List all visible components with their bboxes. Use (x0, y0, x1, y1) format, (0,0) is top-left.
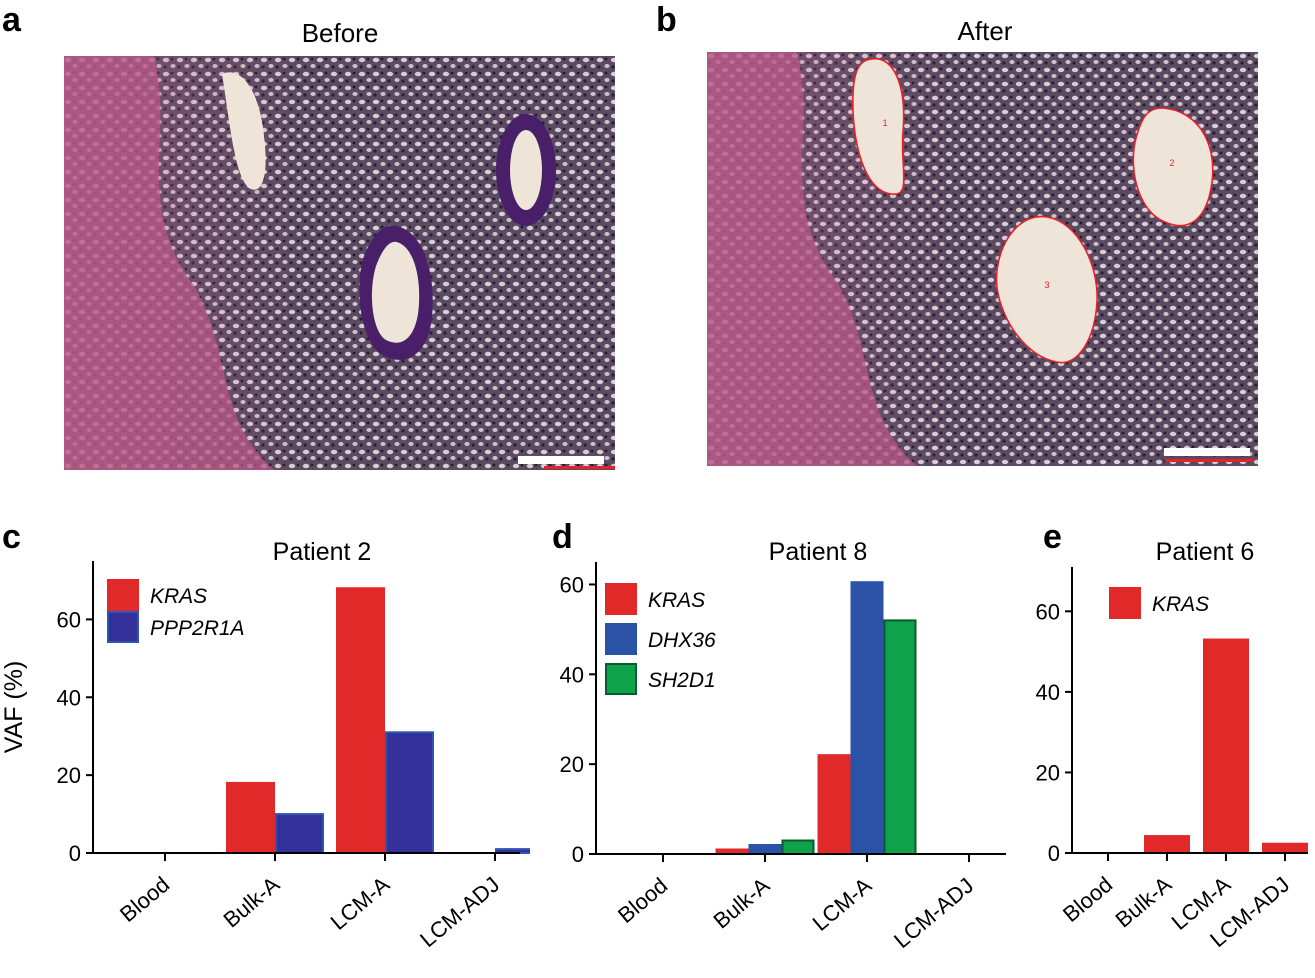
legend-label-dhx36: DHX36 (648, 629, 716, 652)
chart-title: Patient 6 (1156, 538, 1255, 566)
legend-swatch-ppp2r1a (107, 611, 139, 643)
bar-dhx36-lcm-a (850, 581, 884, 855)
bar-sh2d1-bulk-a (781, 839, 815, 855)
bar-kras-bulk-a (1144, 835, 1190, 855)
scale-bar (518, 456, 604, 464)
bar-kras-lcm-a (817, 754, 851, 856)
panel-letter-d: d (552, 518, 573, 556)
x-tick-label: LCM-ADJ (889, 873, 978, 953)
y-tick-label: 20 (57, 763, 81, 788)
bar-kras-lcm-a (336, 587, 385, 855)
micrograph-before (64, 56, 615, 470)
bar-dhx36-bulk-a (748, 844, 782, 855)
chart-title: Patient 8 (769, 538, 868, 566)
legend-swatch-kras (107, 579, 139, 611)
image-title-after: After (957, 16, 1013, 46)
legend-label-sh2d1: SH2D1 (648, 669, 716, 692)
legend-swatch-sh2d1 (605, 663, 637, 695)
legend-swatch-kras (1109, 587, 1141, 619)
panel-letter-a: a (2, 1, 21, 39)
panel-letter-e: e (1043, 518, 1062, 556)
y-tick-label: 20 (1036, 760, 1060, 785)
y-tick-label: 60 (560, 572, 584, 597)
bar-kras-lcm-a (1203, 638, 1249, 854)
y-tick-label: 20 (560, 752, 584, 777)
bar-ppp2r1a-bulk-a (275, 813, 324, 855)
chart-title: Patient 2 (273, 538, 372, 566)
x-tick-label: LCM-ADJ (415, 872, 504, 952)
image-title-before: Before (301, 18, 379, 48)
chart-patient-8: Patient 8 0 20 40 60 Blood Bulk-A LCM-A LCM-ADJ K… (560, 538, 1006, 953)
x-tick-label: Blood (115, 872, 174, 927)
lcm-region-3 (995, 215, 1098, 364)
legend-label-kras: KRAS (1152, 593, 1209, 616)
y-tick-label: 40 (57, 685, 81, 710)
x-tick-label: Bulk-A (1111, 871, 1177, 932)
y-tick-label: 60 (57, 607, 81, 632)
y-axis-label: VAF (%) (0, 661, 28, 754)
legend-label-kras: KRAS (648, 589, 705, 612)
scale-bar (1164, 448, 1250, 456)
bar-kras-bulk-a (226, 781, 275, 854)
lcm-region-label-1: 1 (882, 118, 887, 128)
x-tick-label: LCM-A (326, 871, 395, 934)
y-tick-label: 40 (560, 662, 584, 687)
gland-lumen (371, 241, 420, 343)
lcm-region-2 (1132, 107, 1214, 227)
y-tick-label: 0 (69, 841, 81, 866)
y-tick-label: 60 (1036, 599, 1060, 624)
x-tick-label: LCM-A (808, 872, 877, 935)
legend-label-ppp2r1a: PPP2R1A (150, 617, 245, 640)
chart-patient-2: Patient 2 VAF (%) 0 20 40 60 Blood Bulk-A LCM-A L… (0, 538, 530, 952)
lcm-region-label-3: 3 (1044, 280, 1049, 290)
legend-label-kras: KRAS (150, 585, 207, 608)
panel-letter-b: b (656, 1, 677, 39)
y-tick-label: 40 (1036, 680, 1060, 705)
x-tick-label: Bulk-A (219, 871, 285, 932)
gland-lumen (222, 72, 266, 190)
lcm-region-1 (852, 57, 905, 195)
panel-letter-c: c (2, 518, 21, 556)
x-tick-label: Blood (613, 873, 672, 928)
lcm-region-label-2: 2 (1169, 158, 1174, 168)
legend-swatch-dhx36 (605, 623, 637, 655)
micrograph-after: 1 2 3 (707, 52, 1258, 466)
y-tick-label: 0 (572, 842, 584, 867)
bar-kras-lcm-adj (1262, 842, 1308, 854)
bar-sh2d1-lcm-a (883, 619, 917, 856)
legend-swatch-kras (605, 583, 637, 615)
y-tick-label: 0 (1048, 841, 1060, 866)
x-tick-label: Bulk-A (709, 872, 775, 933)
chart-patient-6: Patient 60204060BloodBulk-ALCM-ALCM-ADJK… (1036, 538, 1308, 952)
bar-ppp2r1a-lcm-a (385, 731, 434, 855)
x-tick-label: Blood (1058, 872, 1117, 927)
